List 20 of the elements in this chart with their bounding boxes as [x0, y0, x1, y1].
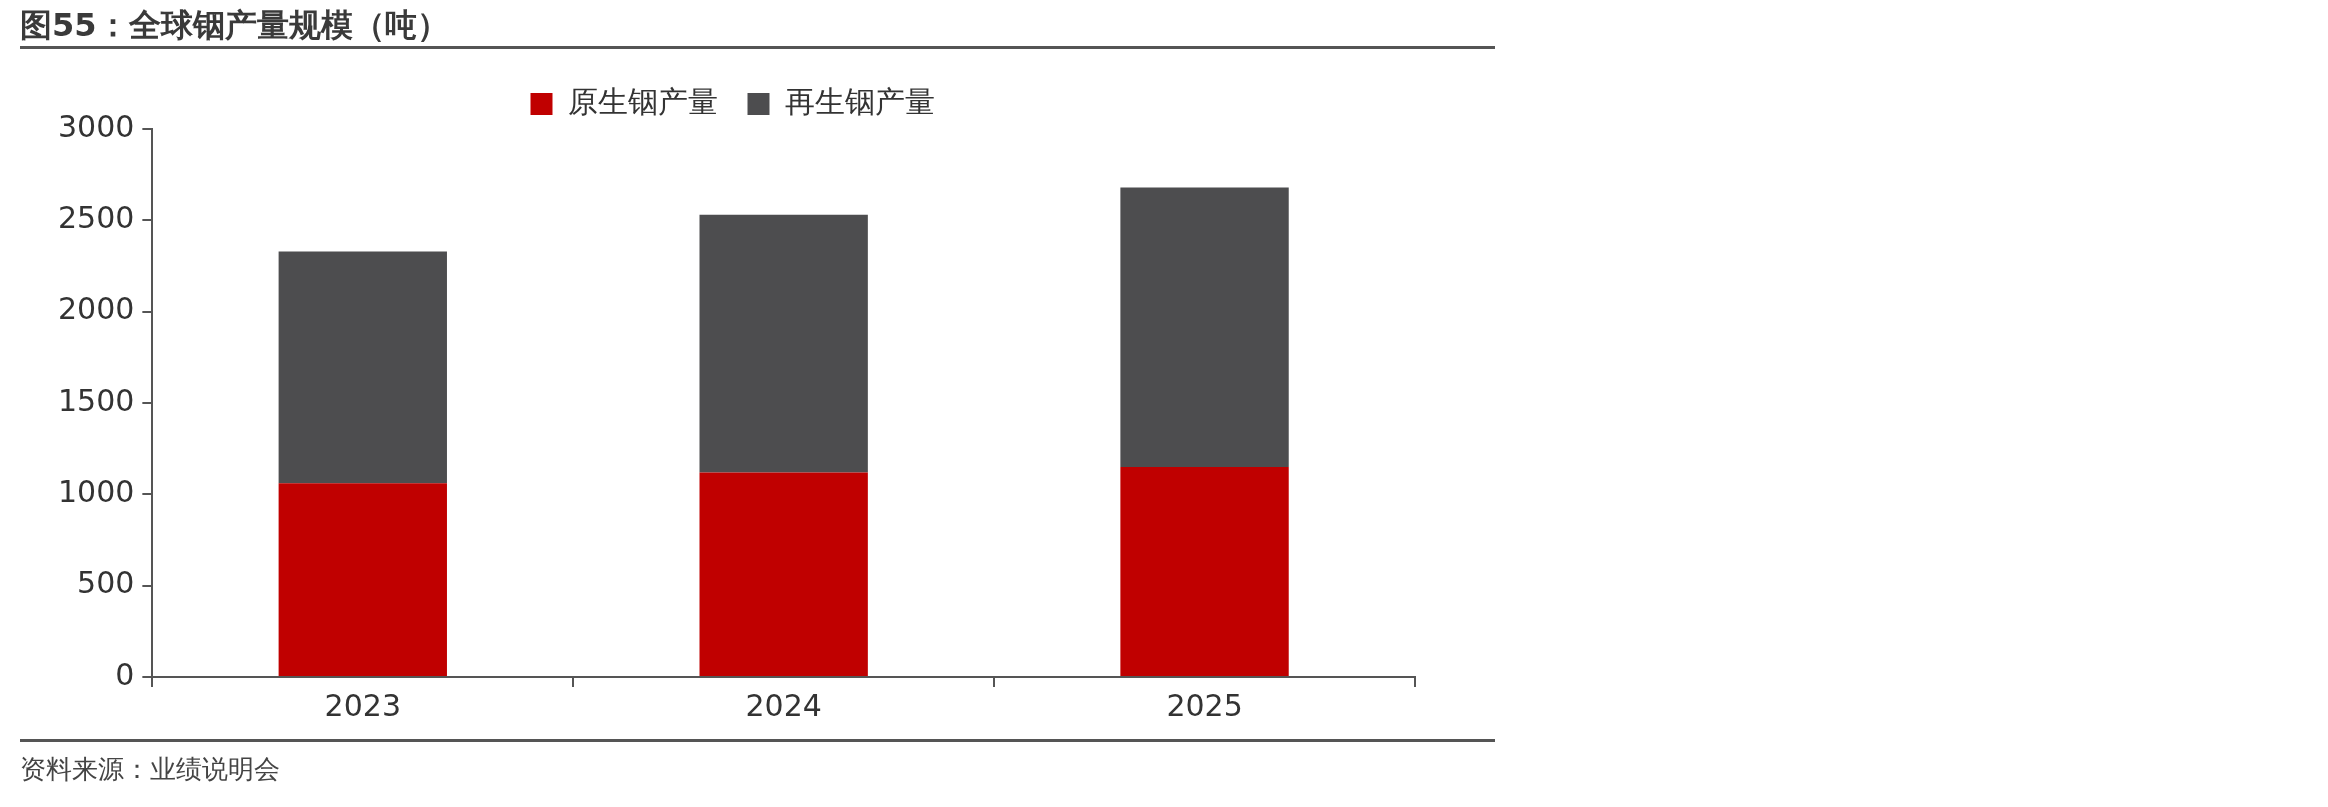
y-tick-label: 3000: [57, 108, 135, 144]
y-tick-label: 1000: [57, 474, 135, 510]
bar: [278, 251, 447, 484]
bar: [699, 472, 868, 676]
chart-title: 图55：全球铟产量规模（吨）: [20, 0, 1495, 49]
text: 资料来源：业绩说明会: [20, 753, 281, 786]
bar: [1120, 466, 1289, 676]
y-tick-label: 1500: [57, 382, 135, 418]
legend-label: 原生铟产量: [567, 83, 718, 119]
bar: [699, 214, 868, 473]
x-tick-label: 2024: [745, 687, 822, 723]
x-tick-label: 2025: [1166, 687, 1243, 723]
y-tick-label: 0: [115, 656, 135, 692]
bar: [1120, 187, 1289, 467]
legend-label: 再生铟产量: [784, 83, 935, 119]
y-tick-label: 2500: [57, 200, 135, 236]
y-tick-label: 2000: [57, 291, 135, 327]
y-tick-label: 500: [77, 565, 135, 601]
x-tick-label: 2023: [324, 687, 401, 723]
bar: [278, 483, 447, 676]
